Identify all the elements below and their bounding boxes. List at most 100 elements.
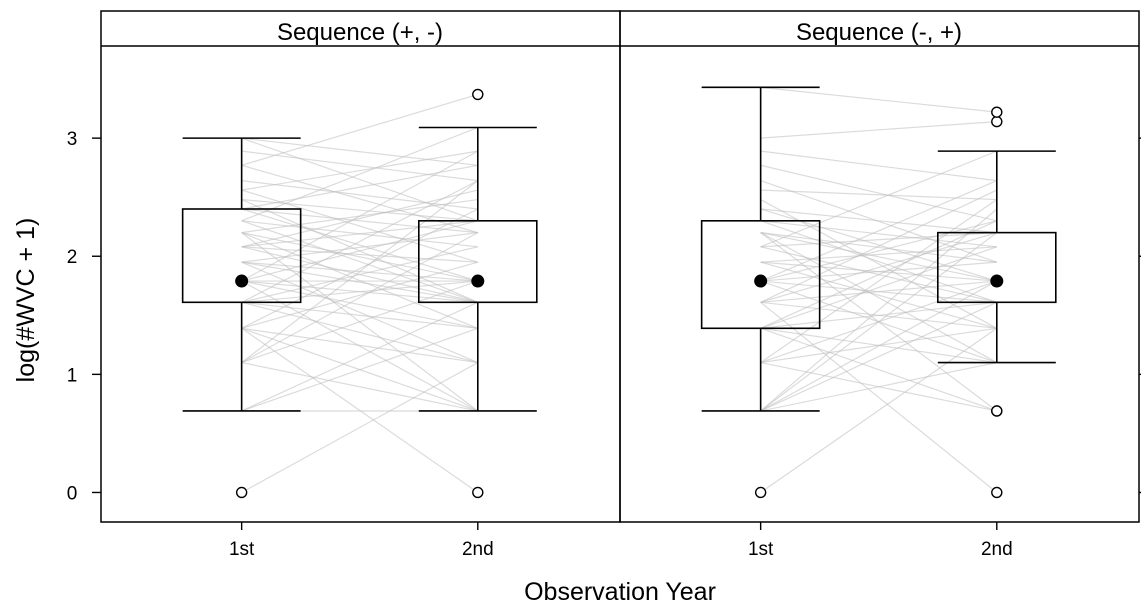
- paired-line: [241, 208, 478, 234]
- paired-line: [241, 180, 479, 303]
- paired-line: [760, 232, 997, 282]
- paired-line: [760, 232, 997, 303]
- paired-line: [241, 150, 478, 191]
- paired-line: [760, 150, 997, 182]
- y-tick-label: 2: [67, 247, 78, 268]
- paired-line: [241, 198, 478, 222]
- paired-line: [760, 199, 998, 364]
- paired-line: [760, 301, 997, 329]
- paired-line: [241, 246, 478, 263]
- median-dot: [754, 274, 768, 288]
- box-iqr: [936, 231, 1057, 304]
- y-tick-label: 1: [67, 365, 78, 386]
- paired-line: [241, 126, 479, 222]
- panel-sequence-plus-minus: Sequence (+, -): [100, 10, 621, 523]
- paired-line: [760, 301, 998, 493]
- paired-line: [241, 280, 478, 303]
- x-tick-label: 1st: [748, 539, 774, 560]
- paired-line: [241, 180, 479, 364]
- panel-frame: [100, 10, 621, 523]
- y-axis-title: log(#WVC + 1): [12, 218, 40, 383]
- panel-title: Sequence (-, +): [796, 19, 962, 46]
- paired-line: [760, 199, 998, 329]
- outlier-point: [991, 405, 1003, 417]
- paired-line: [760, 208, 998, 412]
- paired-line: [241, 301, 478, 364]
- paired-line: [760, 280, 997, 303]
- paired-line: [760, 220, 997, 303]
- paired-line: [241, 137, 478, 222]
- paired-line: [241, 246, 478, 303]
- paired-line: [760, 327, 998, 493]
- paired-line: [760, 164, 997, 222]
- paired-line: [760, 220, 997, 282]
- x-tick-label: 2nd: [981, 539, 1013, 560]
- paired-line: [760, 246, 997, 303]
- paired-line: [760, 232, 997, 263]
- paired-line: [241, 189, 478, 248]
- panel-title: Sequence (+, -): [277, 19, 443, 46]
- median-dot: [471, 274, 485, 288]
- x-axis: 1st 2nd 1st 2nd: [229, 522, 1013, 560]
- median-dot: [235, 274, 249, 288]
- paired-line: [760, 261, 997, 329]
- paired-line: [241, 232, 479, 364]
- paired-line: [760, 261, 997, 282]
- paired-line: [760, 301, 998, 412]
- paired-line: [760, 246, 997, 263]
- paired-line: [241, 361, 478, 412]
- y-axis: 0 1 2 3: [67, 129, 1141, 504]
- paired-line: [241, 198, 478, 234]
- x-tick-label: 1st: [229, 539, 255, 560]
- paired-line: [760, 150, 998, 248]
- paired-line: [241, 208, 478, 282]
- paired-line: [241, 261, 478, 303]
- outlier-point: [472, 486, 484, 499]
- paired-line: [241, 180, 478, 210]
- paired-line: [241, 220, 478, 303]
- paired-line: [760, 180, 998, 282]
- paired-line: [760, 120, 997, 139]
- paired-line: [241, 232, 478, 282]
- box-iqr: [417, 220, 538, 304]
- paired-line: [241, 93, 478, 166]
- panel-frame: [619, 10, 1140, 523]
- paired-line: [760, 232, 998, 364]
- x-tick-label: 2nd: [462, 539, 494, 560]
- outlier-point: [235, 486, 248, 499]
- paired-line: [241, 327, 478, 412]
- paired-line: [241, 232, 479, 412]
- paired-line: [241, 220, 478, 248]
- paired-line: [760, 189, 997, 201]
- paired-line: [241, 280, 479, 412]
- paired-line: [760, 246, 997, 329]
- paired-line: [241, 137, 478, 166]
- paired-line: [241, 189, 478, 263]
- outlier-point: [754, 486, 767, 499]
- paired-line: [760, 232, 997, 248]
- paired-line: [241, 232, 478, 263]
- outlier-point: [472, 88, 484, 101]
- panel-sequence-minus-plus: Sequence (-, +): [619, 10, 1140, 523]
- paired-line: [760, 86, 997, 113]
- paired-line: [760, 180, 997, 263]
- paired-line: [760, 232, 998, 412]
- y-tick-label: 3: [67, 129, 78, 150]
- outlier-point: [991, 115, 1003, 128]
- paired-line: [241, 150, 478, 182]
- paired-line: [241, 232, 479, 329]
- x-axis-title: Observation Year: [524, 578, 716, 606]
- paired-line: [760, 361, 997, 412]
- paired-line: [760, 189, 998, 303]
- paired-line: [241, 327, 479, 493]
- paired-line: [241, 301, 478, 329]
- outlier-point: [991, 106, 1003, 118]
- paired-line: [241, 261, 479, 364]
- paired-line: [241, 198, 479, 303]
- median-dot: [990, 274, 1004, 288]
- box-iqr: [181, 208, 302, 304]
- outlier-point: [991, 486, 1003, 499]
- paired-line: [760, 327, 997, 412]
- paired-line: [241, 362, 479, 493]
